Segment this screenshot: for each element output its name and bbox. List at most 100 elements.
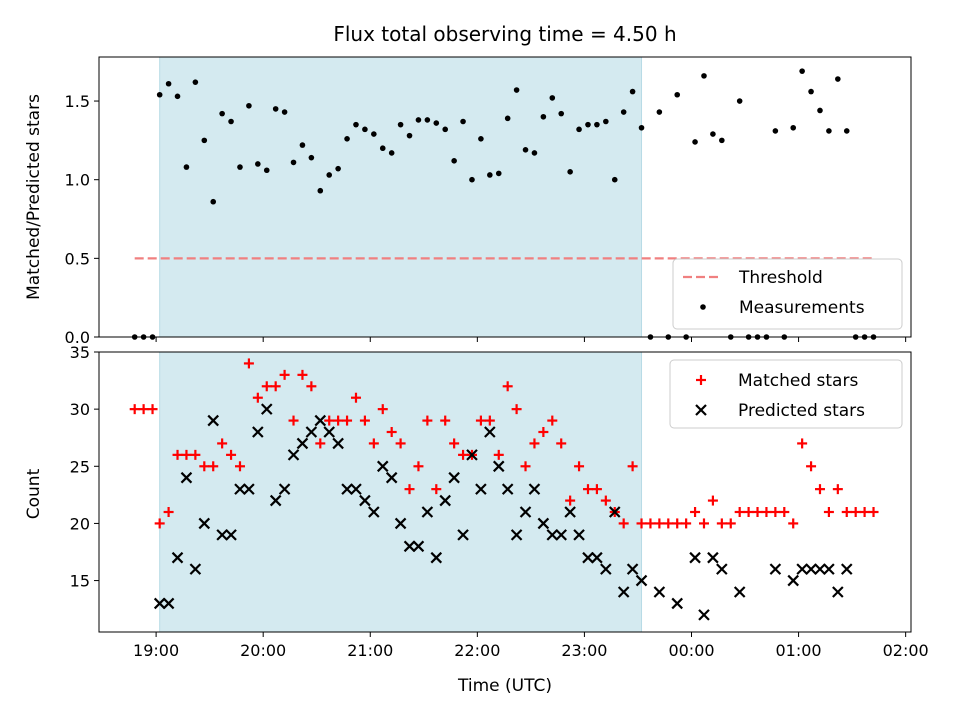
predicted-star-point	[296, 437, 309, 450]
measurement-point	[674, 91, 681, 98]
observing-window-span	[159, 57, 642, 337]
measurement-point	[255, 161, 261, 167]
matched-star-point	[574, 461, 585, 472]
matched-star-point	[618, 518, 629, 529]
axes-frame	[98, 351, 912, 633]
measurement-point	[335, 165, 341, 172]
matched-star-point	[315, 438, 326, 449]
predicted-star-point	[582, 551, 594, 564]
predicted-star-point	[591, 551, 603, 564]
x-tick-label: 02:00	[883, 641, 929, 660]
bottom-panel: 15 20 25 30 35 19:00 20:00 21:00 22:00 23:00 00:00…	[70, 343, 929, 660]
matched-star-point	[261, 381, 272, 392]
matched-star-point	[850, 507, 861, 517]
x-tick-label: 21:00	[347, 641, 393, 660]
predicted-star-point	[252, 426, 264, 438]
predicted-star-point	[216, 529, 228, 541]
matched-star-point	[511, 404, 522, 415]
observing-window-span	[159, 352, 642, 632]
measurement-point	[272, 106, 279, 112]
predicted-star-point	[207, 414, 219, 427]
matched-star-point	[386, 427, 397, 437]
matched-star-point	[404, 484, 415, 495]
matched-star-point	[806, 461, 817, 472]
predicted-star-point	[573, 529, 585, 541]
measurement-point	[308, 154, 315, 161]
measurement-point	[799, 68, 805, 74]
measurement-point	[576, 126, 582, 133]
measurement-point	[228, 118, 234, 125]
measurement-point	[603, 118, 609, 125]
predicted-star-point	[439, 494, 451, 507]
axes-frame	[98, 56, 912, 338]
measurement-point	[826, 128, 832, 134]
measurement-point	[344, 135, 350, 142]
top-panel: 0.0 0.5 1.0 1.5	[65, 56, 912, 347]
measurement-point	[326, 172, 333, 178]
y-tick-label: 35	[70, 343, 90, 362]
matched-star-point	[475, 415, 486, 426]
predicted-star-point	[475, 483, 487, 495]
measurement-point	[843, 128, 850, 134]
measurement-point	[183, 164, 190, 170]
predicted-star-point	[698, 609, 710, 621]
matched-star-point	[582, 484, 593, 495]
matched-star-point	[342, 415, 353, 426]
matched-star-point	[190, 449, 201, 460]
matched-star-point	[350, 392, 361, 403]
x-tick-label: 23:00	[561, 641, 607, 660]
predicted-star-point	[617, 586, 630, 598]
matched-star-point	[832, 484, 843, 495]
predicted-star-point	[269, 494, 282, 507]
predicted-star-point	[653, 586, 666, 598]
matched-star-point	[529, 438, 540, 449]
measurement-point	[379, 145, 386, 152]
predicted-star-point	[376, 460, 389, 473]
predicted-star-point	[528, 483, 541, 495]
matched-star-point	[538, 427, 549, 437]
x-tick-label: 00:00	[668, 641, 714, 660]
predicted-star-point	[198, 517, 211, 530]
measurement-point	[371, 131, 377, 137]
bottom-xlabel: Time (UTC)	[457, 676, 552, 696]
matched-star-point	[797, 438, 808, 449]
predicted-star-point	[716, 563, 728, 575]
matched-star-point	[663, 518, 674, 529]
matched-star-point	[306, 381, 317, 392]
measurement-point	[281, 109, 288, 115]
predicted-star-point	[510, 529, 523, 541]
predicted-star-point	[519, 506, 532, 518]
measurement-point	[835, 76, 841, 82]
measurement-point	[495, 170, 502, 177]
matched-star-point	[243, 358, 254, 369]
measurement-point	[362, 126, 368, 133]
matched-star-point	[288, 415, 299, 426]
matched-star-point	[823, 507, 834, 517]
y-tick-label: 20	[70, 514, 90, 533]
measurement-point	[433, 120, 440, 126]
predicted-star-point	[225, 529, 237, 541]
measurement-point	[451, 158, 457, 164]
matched-star-point	[208, 461, 219, 472]
y-tick-label: 15	[70, 572, 90, 591]
measurement-point	[692, 139, 698, 145]
measurement-point	[219, 110, 225, 117]
predicted-star-point	[501, 483, 514, 495]
predicted-star-point	[814, 563, 826, 575]
predicted-star-point	[403, 540, 416, 553]
predicted-star-point	[671, 597, 683, 610]
measurement-point	[353, 121, 359, 128]
x-tick-label: 19:00	[133, 641, 179, 660]
measurement-point	[540, 113, 547, 120]
matched-star-point	[217, 438, 228, 449]
y-tick-label: 0.0	[65, 328, 90, 347]
predicted-star-point	[707, 551, 719, 564]
matched-star-point	[752, 507, 763, 517]
measurement-point	[415, 117, 422, 123]
matched-star-point	[698, 518, 709, 529]
matched-star-point	[129, 404, 140, 415]
measurement-point	[790, 124, 797, 131]
matched-star-point	[841, 507, 852, 517]
measurement-point	[469, 176, 475, 183]
measurement-point	[406, 132, 413, 139]
